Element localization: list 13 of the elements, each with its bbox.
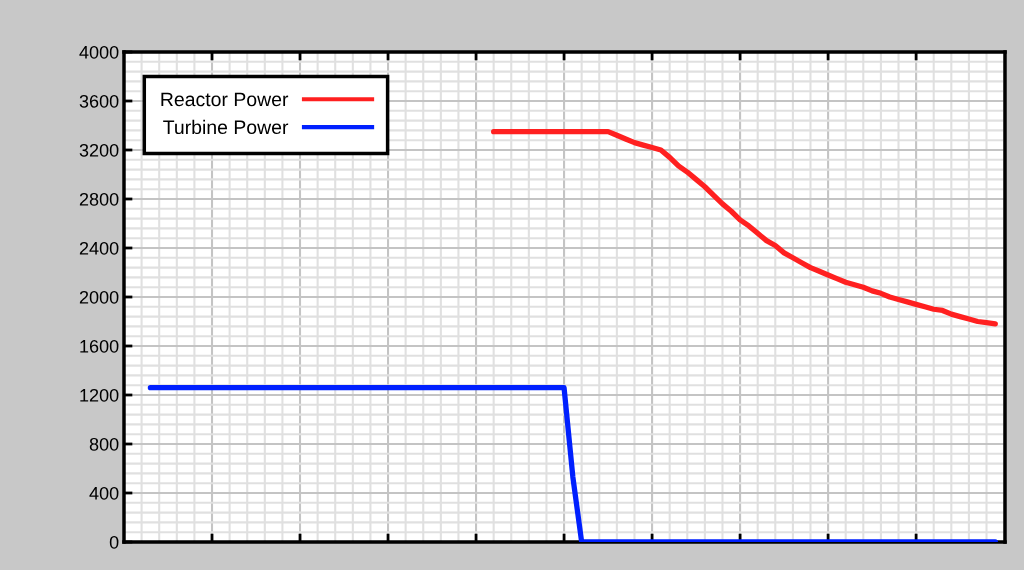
- y-tick-label: 0: [109, 535, 119, 549]
- y-tick-label: 800: [89, 437, 119, 451]
- y-tick-label: 3200: [79, 143, 119, 157]
- y-tick-label: 2000: [79, 290, 119, 304]
- legend-label: Turbine Power: [163, 119, 289, 135]
- y-tick-label: 3600: [79, 94, 119, 108]
- y-tick-label: 400: [89, 486, 119, 500]
- y-tick-label: 2400: [79, 241, 119, 255]
- y-tick-label: 2800: [79, 192, 119, 206]
- y-tick-label: 4000: [79, 45, 119, 59]
- legend-label: Reactor Power: [161, 92, 289, 107]
- y-tick-label: 1200: [80, 388, 119, 402]
- y-tick-label: 1600: [80, 339, 119, 353]
